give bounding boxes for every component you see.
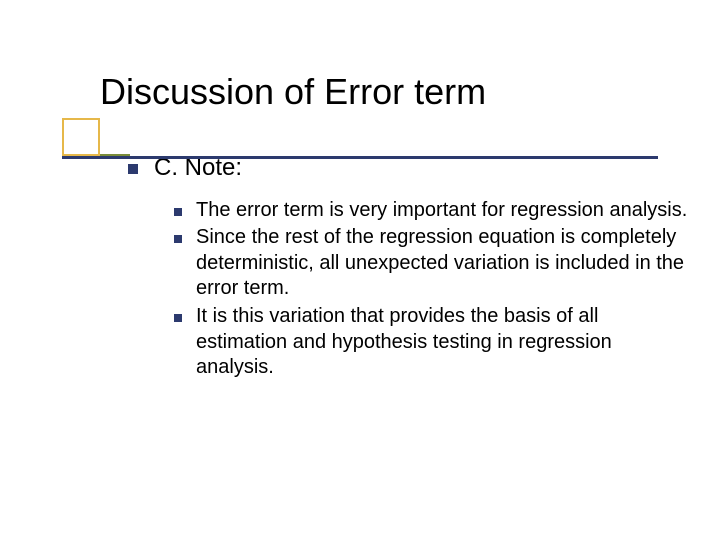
title-decoration <box>62 118 104 160</box>
level2-text: It is this variation that provides the b… <box>196 304 690 381</box>
square-bullet-icon <box>174 314 182 322</box>
slide: Discussion of Error term C. Note: The er… <box>0 0 720 540</box>
level2-group: The error term is very important for reg… <box>128 198 690 381</box>
level2-text: Since the rest of the regression equatio… <box>196 225 690 302</box>
list-item: It is this variation that provides the b… <box>174 304 690 381</box>
title-area: Discussion of Error term <box>0 0 720 112</box>
level2-text: The error term is very important for reg… <box>196 198 687 224</box>
square-bullet-icon <box>128 164 138 174</box>
list-item: Since the rest of the regression equatio… <box>174 225 690 302</box>
slide-title: Discussion of Error term <box>100 72 720 112</box>
square-bullet-icon <box>174 235 182 243</box>
list-item: The error term is very important for reg… <box>174 198 690 224</box>
title-underline <box>62 156 658 159</box>
title-box-icon <box>62 118 100 156</box>
square-bullet-icon <box>174 208 182 216</box>
content-area: C. Note: The error term is very importan… <box>0 112 720 381</box>
